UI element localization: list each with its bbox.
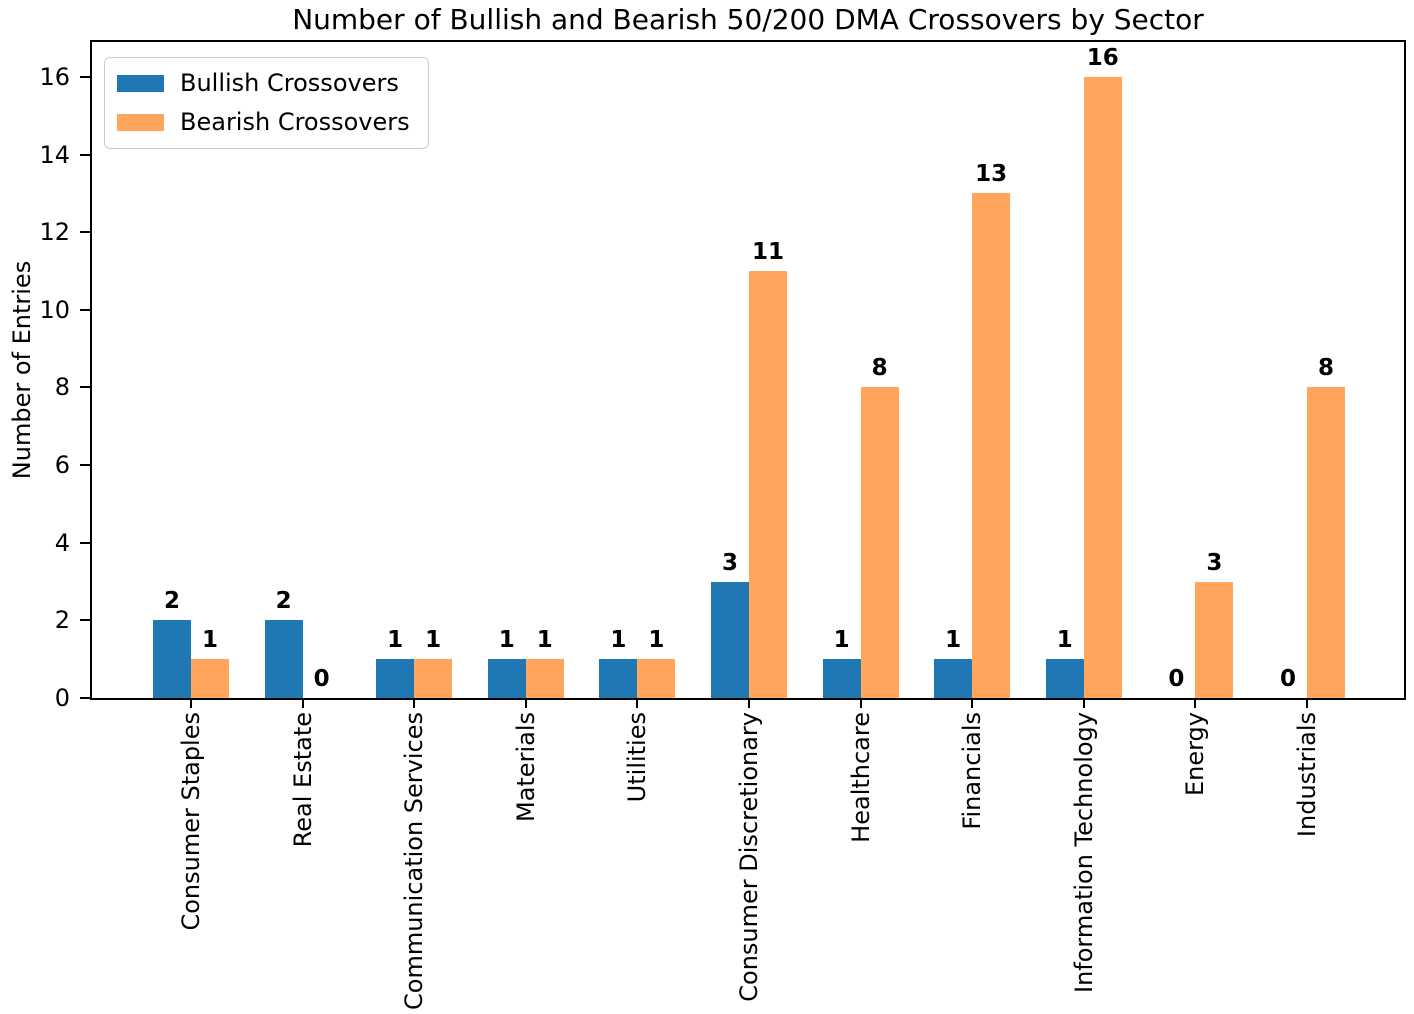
x-tick-label-consumer-staples: Consumer Staples	[177, 712, 205, 931]
x-tick-label-communication-services: Communication Services	[400, 712, 429, 1010]
y-tick-mark-8	[80, 386, 90, 389]
y-axis-label: Number of Entries	[8, 260, 36, 480]
bar-bullish-crossovers-real-estate	[264, 620, 303, 698]
bar-value-label-bearish-crossovers-real-estate: 0	[313, 666, 330, 692]
bar-value-label-bearish-crossovers-utilities: 1	[648, 627, 665, 654]
bar-value-label-bullish-crossovers-communication-services: 1	[387, 627, 404, 654]
bar-bearish-crossovers-information-technology	[1083, 76, 1122, 698]
bar-bearish-crossovers-healthcare	[860, 387, 899, 698]
legend: Bullish Crossovers Bearish Crossovers	[104, 57, 429, 149]
bar-value-label-bullish-crossovers-information-technology: 1	[1056, 627, 1073, 654]
bar-bullish-crossovers-consumer-discretionary	[711, 581, 749, 698]
y-tick-label-8: 8	[54, 373, 70, 402]
bar-value-label-bearish-crossovers-materials: 1	[536, 627, 553, 654]
bar-value-label-bullish-crossovers-utilities: 1	[610, 627, 627, 654]
x-tick-mark-energy	[1194, 698, 1197, 708]
bar-bearish-crossovers-energy	[1195, 581, 1234, 698]
bar-bullish-crossovers-financials	[934, 659, 973, 698]
x-tick-mark-consumer-discretionary	[748, 698, 750, 708]
x-tick-mark-healthcare	[859, 698, 862, 708]
bar-bearish-crossovers-communication-services	[414, 659, 453, 698]
y-tick-label-16: 16	[39, 62, 70, 91]
bar-value-label-bearish-crossovers-consumer-staples: 1	[201, 627, 219, 654]
bar-value-label-bullish-crossovers-consumer-discretionary: 3	[721, 549, 739, 576]
y-tick-label-6: 6	[54, 451, 70, 480]
bar-bearish-crossovers-consumer-discretionary	[749, 271, 787, 698]
bar-value-label-bearish-crossovers-communication-services: 1	[425, 627, 442, 654]
bar-bullish-crossovers-materials	[487, 659, 526, 698]
chart-title: Number of Bullish and Bearish 50/200 DMA…	[292, 3, 1204, 36]
y-tick-label-0: 0	[54, 684, 70, 712]
bar-bearish-crossovers-financials	[972, 193, 1011, 698]
x-tick-label-materials: Materials	[511, 712, 540, 823]
bar-bullish-crossovers-utilities	[599, 659, 638, 698]
bar-value-label-bullish-crossovers-consumer-staples: 2	[163, 588, 181, 615]
x-tick-label-energy: Energy	[1181, 712, 1210, 797]
legend-item-bullish-crossovers: Bullish Crossovers	[117, 70, 410, 97]
plot-area: Bullish Crossovers Bearish Crossovers 0 2 4…	[39, 40, 1406, 1010]
x-tick-mark-consumer-staples	[190, 698, 192, 708]
x-tick-label-industrials: Industrials	[1293, 712, 1321, 838]
bar-value-label-bearish-crossovers-industrials: 8	[1317, 355, 1335, 382]
bar-value-label-bullish-crossovers-healthcare: 1	[833, 627, 850, 654]
y-tick-mark-16	[80, 75, 90, 78]
legend-swatch-bearish-crossovers	[117, 114, 164, 131]
bar-value-label-bullish-crossovers-materials: 1	[498, 627, 515, 654]
bar-value-label-bearish-crossovers-energy: 3	[1206, 549, 1223, 576]
y-tick-mark-2	[80, 619, 90, 622]
legend-swatch-bullish-crossovers	[117, 75, 164, 92]
y-tick-mark-4	[80, 541, 90, 544]
x-tick-label-utilities: Utilities	[623, 712, 652, 803]
bar-bullish-crossovers-communication-services	[376, 659, 415, 698]
y-tick-mark-6	[80, 464, 90, 467]
y-tick-mark-0	[80, 697, 90, 699]
x-tick-label-financials: Financials	[958, 712, 987, 830]
y-tick-label-12: 12	[39, 218, 70, 247]
x-tick-label-consumer-discretionary: Consumer Discretionary	[735, 712, 763, 1002]
bar-bearish-crossovers-industrials	[1307, 387, 1345, 698]
x-tick-mark-materials	[524, 698, 527, 708]
legend-label-bearish-crossovers: Bearish Crossovers	[180, 108, 410, 136]
bar-value-label-bearish-crossovers-healthcare: 8	[871, 355, 888, 382]
x-tick-mark-industrials	[1306, 698, 1308, 708]
bar-value-label-bearish-crossovers-financials: 13	[975, 161, 1008, 188]
x-tick-mark-communication-services	[413, 698, 416, 708]
bar-value-label-bullish-crossovers-industrials: 0	[1279, 666, 1297, 692]
bar-bearish-crossovers-utilities	[637, 659, 676, 698]
bar-value-label-bearish-crossovers-consumer-discretionary: 11	[751, 239, 785, 266]
y-tick-mark-10	[80, 308, 90, 311]
bar-bearish-crossovers-materials	[525, 659, 564, 698]
legend-item-bearish-crossovers: Bearish Crossovers	[117, 109, 410, 136]
x-tick-label-healthcare: Healthcare	[846, 712, 875, 843]
x-tick-mark-utilities	[636, 698, 639, 708]
bar-value-label-bullish-crossovers-financials: 1	[945, 627, 962, 654]
y-tick-label-14: 14	[39, 140, 70, 169]
bar-value-label-bullish-crossovers-energy: 0	[1168, 666, 1185, 692]
y-tick-mark-14	[80, 153, 90, 156]
bar-value-label-bullish-crossovers-real-estate: 2	[275, 588, 292, 615]
y-tick-mark-12	[80, 231, 90, 234]
bar-value-label-bearish-crossovers-information-technology: 16	[1086, 44, 1119, 71]
x-tick-mark-financials	[971, 698, 974, 708]
y-tick-label-2: 2	[54, 606, 70, 635]
bar-bullish-crossovers-information-technology	[1045, 659, 1084, 698]
bar-bullish-crossovers-consumer-staples	[153, 620, 191, 698]
x-tick-label-real-estate: Real Estate	[288, 712, 317, 848]
bar-bearish-crossovers-consumer-staples	[191, 659, 229, 698]
legend-label-bullish-crossovers: Bullish Crossovers	[180, 69, 399, 97]
x-tick-label-information-technology: Information Technology	[1069, 712, 1098, 993]
x-tick-mark-real-estate	[301, 698, 304, 708]
y-tick-label-4: 4	[54, 528, 70, 557]
bar-bullish-crossovers-healthcare	[822, 659, 861, 698]
y-tick-label-10: 10	[39, 295, 70, 324]
x-tick-mark-information-technology	[1082, 698, 1085, 708]
